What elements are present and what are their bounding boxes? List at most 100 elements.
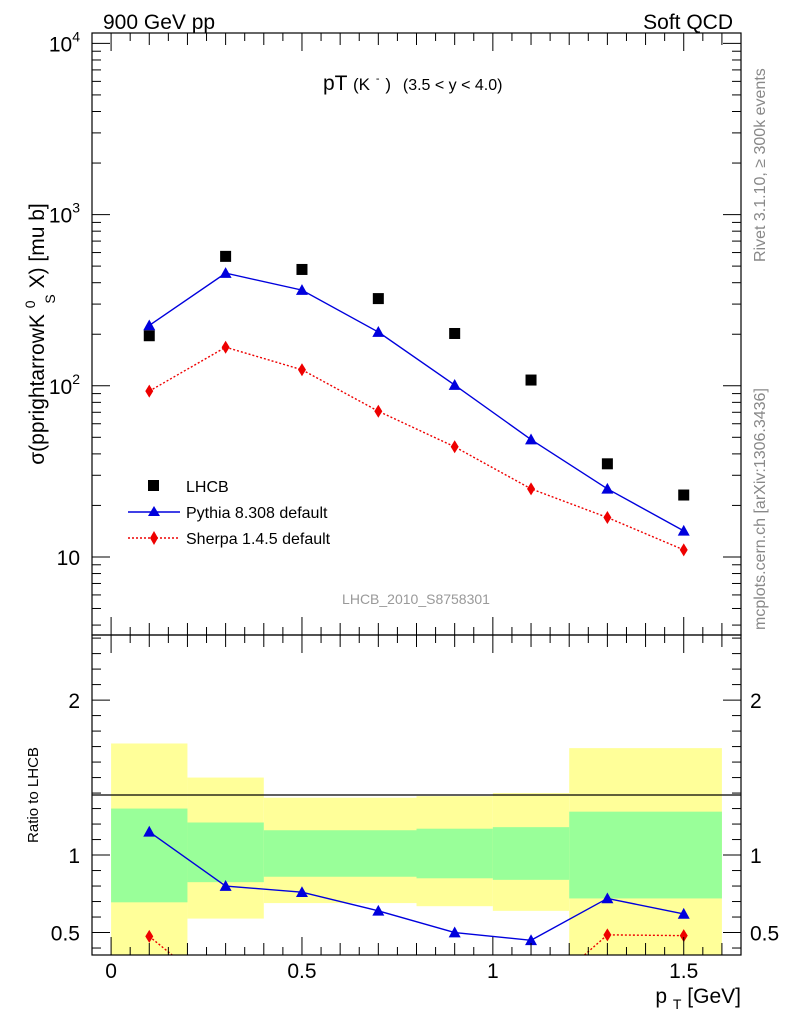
chart-title-range: (3.5 < y < 4.0) [403,77,503,94]
main-ytick-label: 104 [49,28,80,56]
ratio-band-green [187,822,264,883]
main-point-pythia [219,267,232,278]
chart-title: pT (K - ) (3.5 < y < 4.0) [323,64,502,95]
ratio-point-pythia [219,880,232,891]
ratio-point-pythia [295,886,308,898]
ratio-point-pythia [601,892,614,904]
main-point-lhcb [449,327,461,339]
main-point-lhcb [220,250,232,262]
main-series-line-1 [148,272,685,532]
header-left: 900 GeV pp [103,11,215,34]
ratio-ytick-labels: 2 2 1 1 0.5 0.5 [51,690,779,945]
main-point-pythia [448,379,461,390]
xtick-label: 1.5 [669,960,698,983]
ratio-point-pythia [143,825,156,837]
main-ylabel-sup: 0 [22,300,38,308]
legend: LHCB Pythia 8.308 default Sherpa 1.4.5 d… [128,479,331,548]
ratio-panel: 2 2 1 1 0.5 0.5 0 0.5 1 1.5 Ratio to LHCB p T [G… [25,634,779,1014]
main-point-sherpa [450,440,459,454]
legend-label-sherpa: Sherpa 1.4.5 default [186,531,331,548]
main-point-lhcb [678,489,690,501]
main-ylabel-text: σ(pprightarrowK [26,314,49,465]
ratio-frame [91,634,742,956]
xlabel: p T [GeV] [655,985,741,1014]
chart-title-particle: (K [353,75,371,94]
main-axis-ticks [92,33,741,635]
ratio-ytick-label-right: 2 [750,690,762,713]
legend-marker-sherpa [150,531,158,545]
main-ytick-label: 102 [49,371,80,399]
ratio-uncertainty-bands [111,743,722,955]
main-point-pythia [677,524,690,536]
legend-marker-lhcb [148,480,159,491]
xtick-label: 0 [105,960,117,983]
ratio-ytick-label-right: 1 [750,845,762,868]
main-ytick-label-base: 10 [49,205,72,228]
xtick-label: 1 [487,960,499,983]
ratio-point-pythia [448,926,461,938]
chart-title-main: pT [323,72,348,95]
main-ytick-label-base: 10 [49,376,72,399]
ratio-series [143,825,690,955]
ratio-band-green [263,830,417,877]
main-point-sherpa [603,511,612,525]
main-point-pythia [143,319,156,331]
ratio-ytick-label-left: 1 [68,845,80,868]
main-ylabel: σ(pprightarrowK 0 S X) [mu b] [17,203,60,465]
main-point-pythia [372,326,385,337]
rivet-label: Rivet 3.1.10, ≥ 300k events [752,68,769,262]
legend-marker-pythia [148,506,160,516]
ratio-point-sherpa [603,928,612,942]
main-point-lhcb [372,293,384,305]
main-point-pythia [601,482,614,494]
chart-title-particle-close: ) [385,75,391,94]
ratio-ytick-label-left: 0.5 [51,923,80,946]
analysis-watermark: LHCB_2010_S8758301 [342,591,490,607]
ratio-ytick-label-left: 2 [68,690,80,713]
ratio-band-green [416,828,493,879]
main-point-pythia [295,284,308,295]
ratio-point-pythia [525,934,538,946]
main-point-lhcb [143,330,155,342]
mcplots-label: mcplots.cern.ch [arXiv:1306.3436] [752,388,769,630]
xlabel-unit: [GeV] [687,985,741,1008]
main-series [143,250,690,557]
main-ylabel-tail: X) [mu b] [26,203,49,288]
ratio-axis-ticks [92,635,741,955]
chart-title-particle-sup: - [376,73,380,85]
main-ytick-label-base: 10 [49,33,72,56]
main-point-lhcb [525,374,537,386]
main-point-sherpa [679,543,688,557]
main-point-lhcb [601,458,613,470]
ratio-point-pythia [677,907,690,919]
ratio-band-green [569,811,722,899]
ratio-point-sherpa [145,929,154,943]
main-point-sherpa [297,363,306,377]
ratio-series-line-1 [584,934,684,955]
main-ylabel-sub: S [42,294,58,303]
main-ytick-label-exp: 2 [72,371,80,387]
legend-label-lhcb: LHCB [186,479,229,496]
main-point-sherpa [145,384,154,398]
main-series-line-2 [148,346,685,551]
xlabel-main: p [655,985,667,1008]
ratio-point-pythia [372,904,385,916]
xlabel-sub: T [673,996,682,1012]
xtick-label: 0.5 [287,960,316,983]
ratio-series-line-0 [148,831,684,941]
main-ytick-label: 103 [49,200,80,228]
ratio-band-green [111,808,188,903]
xtick-labels: 0 0.5 1 1.5 [105,960,698,983]
main-point-sherpa [221,340,230,354]
main-point-pythia [525,433,538,445]
main-ytick-label-exp: 3 [72,200,80,216]
legend-label-pythia: Pythia 8.308 default [186,505,328,522]
header-right: Soft QCD [643,11,733,34]
ratio-point-sherpa [679,929,688,943]
main-point-sherpa [374,404,383,418]
ratio-band-green [492,827,570,880]
main-ytick-label-exp: 4 [72,28,80,44]
main-point-sherpa [527,482,536,496]
